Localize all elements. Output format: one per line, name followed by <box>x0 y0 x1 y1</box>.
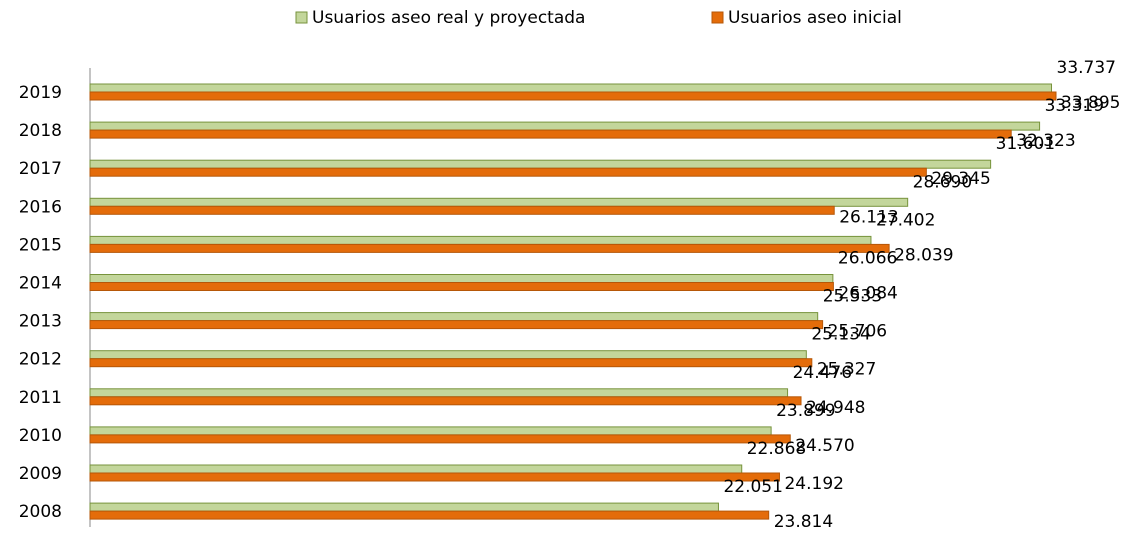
data-label: 26.113 <box>839 207 898 227</box>
data-label: 24.476 <box>793 363 852 383</box>
y-tick-label: 2017 <box>19 159 62 179</box>
data-label: 25.706 <box>828 322 887 342</box>
bar <box>89 434 791 444</box>
data-label: 26.066 <box>838 249 897 269</box>
bar <box>89 129 1012 139</box>
data-label: 25.327 <box>817 360 876 380</box>
y-tick-label: 2011 <box>19 388 62 408</box>
y-tick-label: 2008 <box>19 502 62 522</box>
legend-swatch <box>295 11 308 24</box>
data-label: 28.690 <box>913 172 972 192</box>
y-tick-label: 2014 <box>19 274 62 294</box>
data-label: 29.345 <box>931 169 990 189</box>
legend-label: Usuarios aseo real y proyectada <box>312 8 585 28</box>
y-tick-label: 2009 <box>19 464 62 484</box>
y-tick-label: 2016 <box>19 197 62 217</box>
y-tick-label: 2018 <box>19 121 62 141</box>
bar <box>89 235 872 245</box>
data-label: 24.570 <box>795 436 854 456</box>
bar <box>89 197 909 207</box>
y-tick-label: 2010 <box>19 426 62 446</box>
data-label: 27.402 <box>876 210 935 230</box>
bar <box>89 91 1057 101</box>
bar <box>89 83 1053 93</box>
data-label: 23.899 <box>776 401 835 421</box>
data-label: 24.948 <box>806 398 865 418</box>
bar <box>89 388 789 398</box>
bar <box>89 464 743 474</box>
data-label: 25.134 <box>811 325 870 345</box>
bar <box>89 320 824 330</box>
data-label: 33.319 <box>1045 96 1104 116</box>
bar <box>89 396 802 406</box>
data-label: 22.051 <box>723 477 782 497</box>
data-label: 25.533 <box>823 287 882 307</box>
bar <box>89 121 1041 131</box>
bar <box>89 472 780 482</box>
data-label: 32.323 <box>1016 131 1075 151</box>
data-label: 26.084 <box>838 284 897 304</box>
bar <box>89 502 719 512</box>
data-label: 23.814 <box>774 512 833 529</box>
bar <box>89 312 819 322</box>
bar <box>89 243 890 253</box>
bar <box>89 205 835 215</box>
y-tick-label: 2013 <box>19 312 62 332</box>
bar <box>89 282 834 291</box>
bar <box>89 426 772 436</box>
legend-label: Usuarios aseo inicial <box>728 8 902 28</box>
y-tick-label: 2012 <box>19 350 62 370</box>
y-tick-label: 2019 <box>19 83 62 103</box>
bar <box>89 274 834 283</box>
data-label: 33.737 <box>1057 58 1116 78</box>
bar <box>89 510 770 520</box>
bar <box>89 350 807 360</box>
bar <box>89 358 813 368</box>
data-label: 31.601 <box>996 134 1055 154</box>
y-tick-label: 2015 <box>19 235 62 255</box>
data-label: 33.895 <box>1061 93 1120 113</box>
legend-swatch <box>711 11 724 24</box>
bar <box>89 167 927 177</box>
data-label: 22.868 <box>747 439 806 459</box>
bar <box>89 159 992 169</box>
data-label: 24.192 <box>784 474 843 494</box>
data-label: 28.039 <box>894 245 953 265</box>
